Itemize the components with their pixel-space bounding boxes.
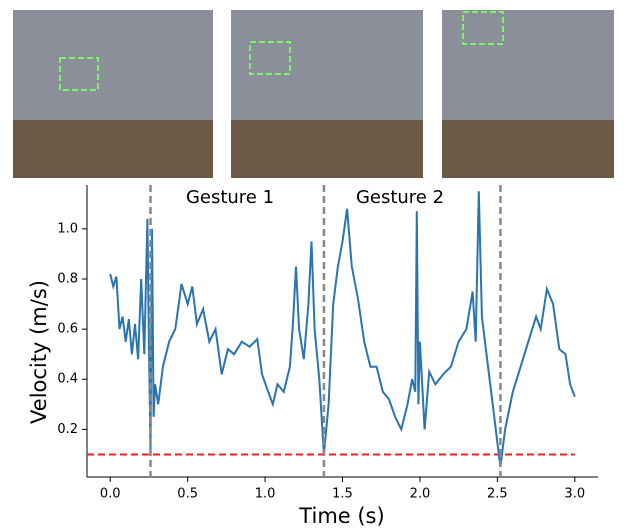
x-tick-label: 3.0 bbox=[564, 487, 585, 502]
y-tick-label: 1.0 bbox=[57, 221, 78, 236]
x-tick-label: 1.0 bbox=[255, 487, 276, 502]
x-tick-label: 2.0 bbox=[410, 487, 431, 502]
y-tick-label: 0.6 bbox=[57, 322, 78, 337]
x-tick-label: 1.5 bbox=[332, 487, 353, 502]
x-tick-label: 2.5 bbox=[487, 487, 508, 502]
gesture-box bbox=[462, 11, 504, 45]
photo-floor bbox=[442, 120, 614, 178]
photos bbox=[13, 10, 614, 178]
photo-floor bbox=[13, 120, 213, 178]
y-tick-label: 0.2 bbox=[57, 422, 78, 437]
y-axis-label: Velocity (m/s) bbox=[27, 280, 51, 424]
photo-floor bbox=[231, 120, 423, 178]
x-tick-label: 0.5 bbox=[177, 487, 198, 502]
y-tick-label: 0.4 bbox=[57, 372, 78, 387]
annotation: Gesture 1 bbox=[186, 187, 274, 208]
x-tick-label: 0.0 bbox=[100, 487, 121, 502]
annotation: Gesture 2 bbox=[356, 187, 444, 208]
gesture-box bbox=[59, 57, 99, 91]
gesture-box bbox=[249, 41, 291, 75]
velocity-line bbox=[109, 191, 576, 468]
y-tick-label: 0.8 bbox=[57, 271, 78, 286]
x-axis-label: Time (s) bbox=[298, 504, 384, 528]
